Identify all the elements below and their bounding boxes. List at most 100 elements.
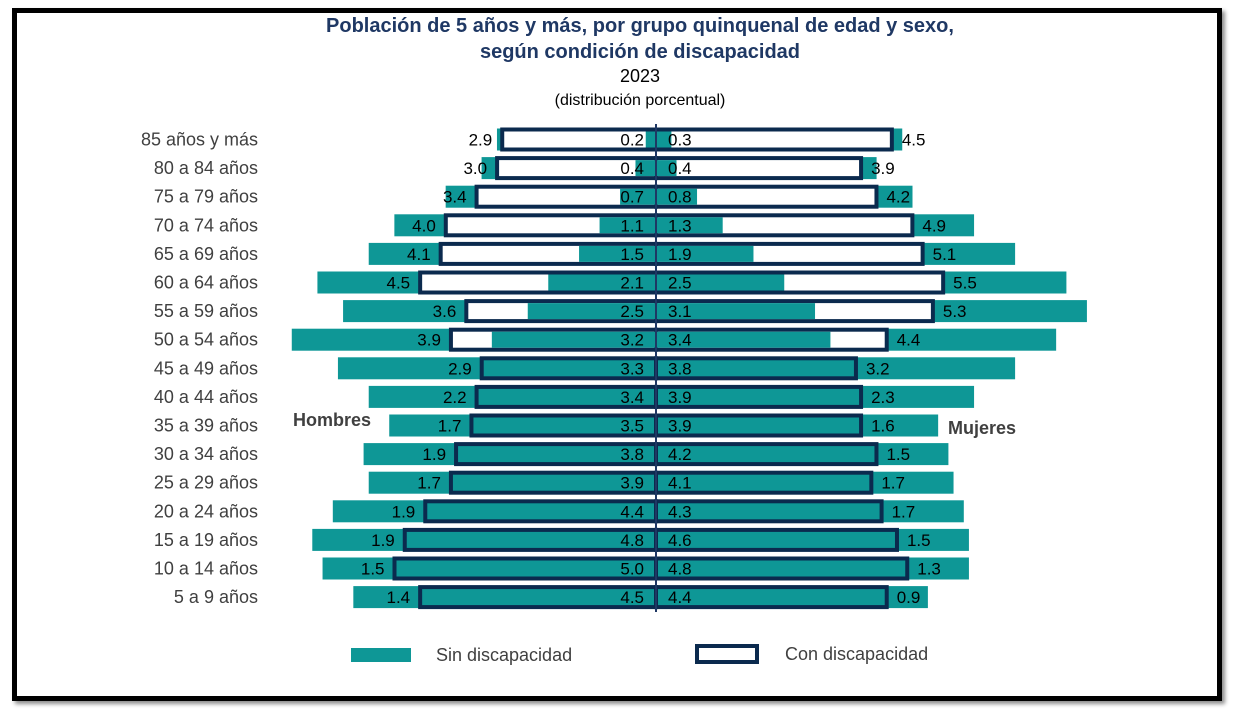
value-label-hombres-sin: 4.5 bbox=[620, 588, 644, 607]
value-label-mujeres-sin: 4.1 bbox=[668, 474, 692, 493]
age-label: 10 a 14 años bbox=[154, 559, 258, 579]
value-label-hombres-sin: 2.5 bbox=[620, 302, 644, 321]
value-label-hombres-con: 3.6 bbox=[433, 302, 457, 321]
bar-mujeres-sin bbox=[656, 385, 975, 408]
value-label-hombres-con: 1.9 bbox=[371, 531, 395, 550]
value-label-hombres-sin: 1.1 bbox=[620, 216, 644, 235]
bar-hombres-sin bbox=[363, 443, 656, 466]
value-label-hombres-sin: 0.2 bbox=[620, 131, 644, 150]
bar-hombres-sin-inner bbox=[548, 274, 656, 291]
age-labels: 85 años y más 80 a 84 años 75 a 79 años 70 … bbox=[141, 130, 258, 608]
age-label: 60 a 64 años bbox=[154, 273, 258, 293]
value-label-mujeres-sin: 3.4 bbox=[668, 331, 692, 350]
bar-mujeres-sin bbox=[656, 471, 954, 494]
value-label-hombres-con: 4.1 bbox=[407, 245, 431, 264]
bar-mujeres-sin-inner bbox=[656, 331, 831, 348]
value-label-hombres-con: 1.7 bbox=[438, 417, 462, 436]
value-label-mujeres-sin: 0.3 bbox=[668, 131, 692, 150]
bars-con-discapacidad bbox=[392, 127, 946, 610]
value-label-hombres-sin: 4.8 bbox=[620, 531, 644, 550]
value-label-mujeres-con: 1.5 bbox=[886, 445, 910, 464]
bar-hombres-sin-inner bbox=[527, 303, 656, 320]
bar-hombres-sin-inner bbox=[579, 245, 656, 262]
value-label-hombres-con: 3.9 bbox=[417, 331, 441, 350]
age-label: 5 a 9 años bbox=[174, 587, 258, 607]
value-label-hombres-con: 2.9 bbox=[469, 131, 493, 150]
bar-hombres-sin bbox=[332, 500, 656, 523]
value-label-hombres-con: 3.4 bbox=[443, 188, 467, 207]
value-label-mujeres-sin: 3.9 bbox=[668, 417, 692, 436]
age-label: 30 a 34 años bbox=[154, 444, 258, 464]
value-label-mujeres-con: 4.4 bbox=[897, 331, 921, 350]
chart-title-line1: Población de 5 años y más, por grupo qui… bbox=[326, 15, 954, 37]
bar-hombres-sin-inner bbox=[645, 131, 656, 148]
bar-mujeres-sin-inner bbox=[656, 245, 754, 262]
value-label-hombres-con: 1.4 bbox=[387, 588, 411, 607]
value-label-mujeres-con: 2.3 bbox=[871, 388, 895, 407]
value-label-hombres-con: 1.9 bbox=[422, 445, 446, 464]
bar-hombres-sin bbox=[368, 385, 656, 408]
value-label-mujeres-sin: 3.8 bbox=[668, 359, 692, 378]
value-label-mujeres-con: 4.9 bbox=[922, 216, 946, 235]
bar-mujeres-sin bbox=[656, 414, 939, 437]
bar-mujeres-sin bbox=[656, 528, 969, 551]
value-label-hombres-con: 1.5 bbox=[361, 560, 385, 579]
bar-mujeres-sin-inner bbox=[656, 274, 785, 291]
value-label-mujeres-con: 1.3 bbox=[917, 560, 941, 579]
age-label: 15 a 19 años bbox=[154, 530, 258, 550]
age-label: 70 a 74 años bbox=[154, 215, 258, 235]
bar-hombres-sin-inner bbox=[620, 188, 656, 205]
value-label-mujeres-con: 5.5 bbox=[953, 274, 977, 293]
bar-hombres-sin bbox=[337, 357, 656, 380]
bar-hombres-sin-inner bbox=[599, 217, 656, 234]
value-label-hombres-con: 4.5 bbox=[387, 274, 411, 293]
value-label-hombres-sin: 3.3 bbox=[620, 359, 644, 378]
value-label-mujeres-sin: 1.3 bbox=[668, 216, 692, 235]
age-label: 55 a 59 años bbox=[154, 301, 258, 321]
value-label-hombres-con: 3.0 bbox=[463, 159, 487, 178]
value-label-hombres-sin: 3.5 bbox=[620, 417, 644, 436]
bar-hombres-sin bbox=[389, 414, 656, 437]
bar-mujeres-sin-inner bbox=[656, 188, 698, 205]
age-label: 65 a 69 años bbox=[154, 244, 258, 264]
value-label-hombres-sin: 2.1 bbox=[620, 274, 644, 293]
bar-mujeres-sin bbox=[656, 357, 1016, 380]
value-label-mujeres-sin: 3.1 bbox=[668, 302, 692, 321]
value-label-mujeres-con: 1.7 bbox=[892, 502, 916, 521]
value-label-mujeres-sin: 3.9 bbox=[668, 388, 692, 407]
value-label-mujeres-sin: 4.6 bbox=[668, 531, 692, 550]
bar-hombres-sin-inner bbox=[635, 160, 656, 177]
bar-hombres-sin bbox=[322, 557, 656, 580]
mujeres-label: Mujeres bbox=[948, 418, 1016, 438]
value-label-hombres-sin: 3.4 bbox=[620, 388, 644, 407]
value-label-mujeres-con: 3.2 bbox=[866, 359, 890, 378]
bar-hombres-sin bbox=[312, 528, 656, 551]
age-label: 85 años y más bbox=[141, 130, 258, 150]
value-label-mujeres-con: 4.2 bbox=[886, 188, 910, 207]
age-label: 25 a 29 años bbox=[154, 473, 258, 493]
bar-mujeres-sin-inner bbox=[656, 217, 723, 234]
value-label-mujeres-sin: 4.8 bbox=[668, 560, 692, 579]
age-label: 45 a 49 años bbox=[154, 358, 258, 378]
bar-hombres-sin bbox=[368, 471, 656, 494]
chart-year: 2023 bbox=[620, 66, 660, 86]
value-label-hombres-sin: 3.2 bbox=[620, 331, 644, 350]
value-label-mujeres-con: 5.3 bbox=[943, 302, 967, 321]
value-label-mujeres-con: 1.5 bbox=[907, 531, 931, 550]
bar-mujeres-sin bbox=[656, 586, 928, 609]
value-label-hombres-sin: 0.7 bbox=[620, 188, 644, 207]
value-label-mujeres-sin: 4.3 bbox=[668, 502, 692, 521]
value-label-mujeres-con: 5.1 bbox=[933, 245, 957, 264]
value-label-hombres-sin: 3.9 bbox=[620, 474, 644, 493]
value-label-mujeres-con: 3.9 bbox=[871, 159, 895, 178]
legend-swatch-con bbox=[695, 644, 759, 664]
bar-mujeres-sin-inner bbox=[656, 160, 677, 177]
chart-title-line2: según condición de discapacidad bbox=[480, 41, 800, 63]
value-labels: 0.2 0.3 2.9 4.5 0.4 0.4 3.0 3.9 0.7 0.8 3.4 4.2 1.1 1… bbox=[361, 131, 977, 608]
legend-swatch-sin bbox=[351, 648, 411, 662]
value-label-mujeres-sin: 1.9 bbox=[668, 245, 692, 264]
bar-hombres-sin-inner bbox=[491, 331, 656, 348]
value-label-mujeres-sin: 0.4 bbox=[668, 159, 692, 178]
value-label-mujeres-sin: 2.5 bbox=[668, 274, 692, 293]
